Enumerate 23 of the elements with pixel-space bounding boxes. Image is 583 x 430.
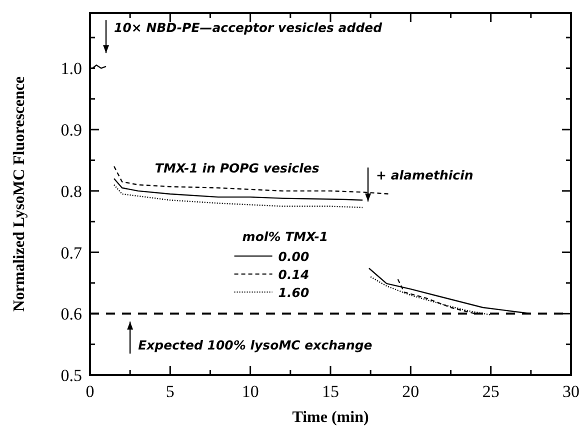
legend-title: mol% TMX-1: [242, 229, 328, 244]
x-tick-label: 10: [242, 382, 259, 401]
x-tick-label: 5: [166, 382, 174, 401]
legend-label: 1.60: [278, 285, 310, 300]
x-axis-title: Time (min): [292, 409, 369, 426]
annotation: Expected 100% lysoMC exchange: [138, 338, 372, 353]
y-tick-label: 0.6: [60, 304, 82, 324]
annotation: TMX-1 in POPG vesicles: [154, 160, 320, 176]
annotation: 10× NBD-PE—acceptor vesicles added: [114, 20, 384, 36]
x-tick-label: 30: [562, 382, 580, 401]
annotation: + alamethicin: [376, 168, 474, 183]
y-axis-title: Normalized LysoMC Fluorescence: [11, 76, 28, 312]
x-tick-label: 0: [86, 382, 94, 401]
x-tick-label: 20: [402, 382, 420, 401]
y-tick-label: 0.9: [60, 120, 82, 140]
y-tick-label: 1.0: [60, 59, 82, 78]
x-tick-label: 15: [322, 382, 339, 401]
legend-label: 0.14: [278, 267, 310, 282]
y-tick-label: 0.8: [60, 182, 82, 201]
y-tick-label: 0.5: [60, 366, 82, 385]
y-tick-label: 0.7: [60, 243, 82, 262]
legend-label: 0.00: [278, 249, 310, 264]
x-tick-label: 25: [482, 382, 500, 401]
